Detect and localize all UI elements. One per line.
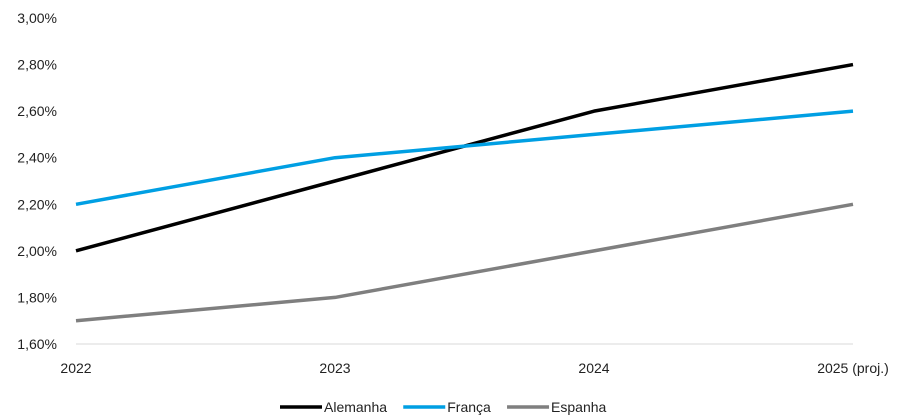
y-tick-label: 1,60%: [17, 336, 57, 352]
legend-label: Alemanha: [324, 399, 387, 415]
series-line-espanha: [75, 202, 854, 323]
legend-item: Espanha: [507, 399, 607, 415]
x-tick-label: 2022: [60, 360, 91, 376]
series-line-alemanha: [75, 62, 854, 253]
legend-item: França: [403, 399, 491, 415]
y-axis-tick-labels: 1,60% 1,80% 2,00% 2,20% 2,40% 2,60% 2,80% 3,00%: [17, 10, 57, 352]
x-tick-label: 2024: [578, 360, 609, 376]
y-tick-label: 2,20%: [17, 196, 57, 212]
legend-item: Alemanha: [280, 399, 387, 415]
y-tick-label: 3,00%: [17, 10, 57, 26]
series-line-franca: [75, 109, 854, 207]
legend: Alemanha França Espanha: [280, 399, 607, 415]
series-lines: [75, 62, 854, 323]
y-tick-label: 2,60%: [17, 103, 57, 119]
y-tick-label: 2,40%: [17, 150, 57, 166]
legend-label: França: [447, 399, 491, 415]
y-tick-label: 1,80%: [17, 289, 57, 305]
y-tick-label: 2,00%: [17, 243, 57, 259]
legend-label: Espanha: [551, 399, 606, 415]
x-axis-tick-labels: 2022 2023 2024 2025 (proj.): [60, 360, 888, 376]
y-tick-label: 2,80%: [17, 57, 57, 73]
x-tick-label: 2023: [319, 360, 350, 376]
x-tick-label: 2025 (proj.): [817, 360, 889, 376]
